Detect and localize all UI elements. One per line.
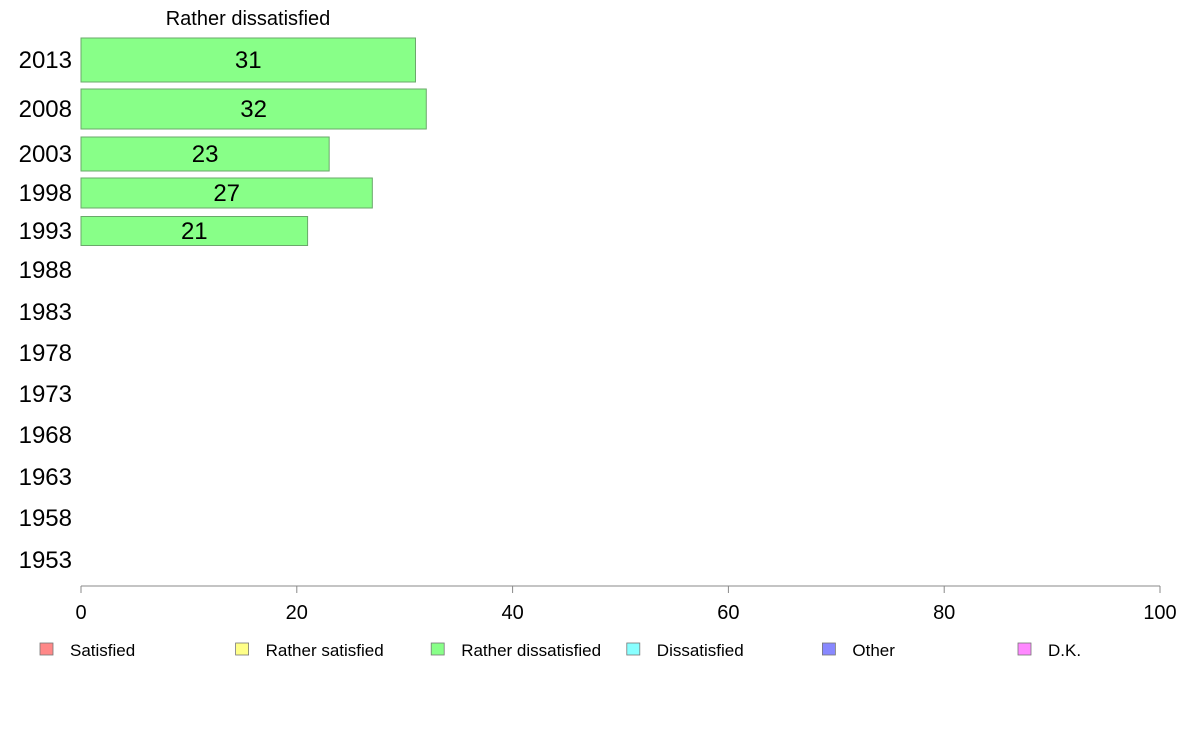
x-tick-label-20: 20	[286, 602, 308, 624]
bar-2013	[80, 37, 416, 83]
legend-swatch-1	[235, 642, 250, 656]
legend-label-5: D.K.	[1048, 641, 1081, 660]
bar-value-label-2003: 23	[192, 141, 219, 168]
year-label-1983: 1983	[19, 299, 72, 326]
year-label-1973: 1973	[19, 381, 72, 408]
legend-swatch-4	[822, 642, 836, 656]
legend-swatch-2	[430, 642, 445, 656]
year-labels: 2013 2008 2003 1998 1993 1988 1983 1978 1973 1968…	[19, 47, 72, 574]
bar-value-label-1998: 27	[213, 180, 240, 207]
legend-label-0: Satisfied	[70, 641, 135, 660]
x-tick-label-0: 0	[75, 602, 86, 624]
chart-title: Rather dissatisfied	[166, 8, 331, 30]
legend-swatch-5	[1017, 642, 1032, 656]
year-label-1988: 1988	[19, 257, 72, 284]
year-label-1953: 1953	[19, 547, 72, 574]
year-label-2013: 2013	[19, 47, 72, 74]
legend-label-1: Rather satisfied	[266, 641, 384, 660]
x-tick-label-40: 40	[501, 602, 523, 624]
year-label-1998: 1998	[19, 180, 72, 207]
year-label-1978: 1978	[19, 340, 72, 367]
bar-value-label-1993: 21	[181, 218, 208, 245]
legend-swatch-0	[39, 642, 54, 656]
bar-1993	[80, 216, 309, 246]
x-axis: 0 20 40 60 80 100	[75, 585, 1177, 624]
x-tick-label-100: 100	[1143, 602, 1176, 624]
bar-value-label-2008: 32	[240, 96, 267, 123]
year-label-2008: 2008	[19, 96, 72, 123]
x-tick-label-80: 80	[933, 602, 955, 624]
bar-value-label-2013: 31	[235, 47, 262, 74]
legend-label-4: Other	[852, 641, 895, 660]
year-label-1993: 1993	[19, 218, 72, 245]
year-label-1958: 1958	[19, 505, 72, 532]
bar-2008	[80, 88, 427, 130]
legend-label-3: Dissatisfied	[657, 641, 744, 660]
x-tick-label-60: 60	[717, 602, 739, 624]
legend-swatch-3	[626, 642, 641, 656]
year-label-2003: 2003	[19, 141, 72, 168]
year-label-1968: 1968	[19, 422, 72, 449]
legend: Satisfied Rather satisfied Rather dissatis…	[39, 641, 1081, 660]
legend-label-2: Rather dissatisfied	[461, 641, 601, 660]
bar-2003	[80, 136, 330, 172]
year-label-1963: 1963	[19, 464, 72, 491]
bar-1998	[80, 177, 373, 209]
